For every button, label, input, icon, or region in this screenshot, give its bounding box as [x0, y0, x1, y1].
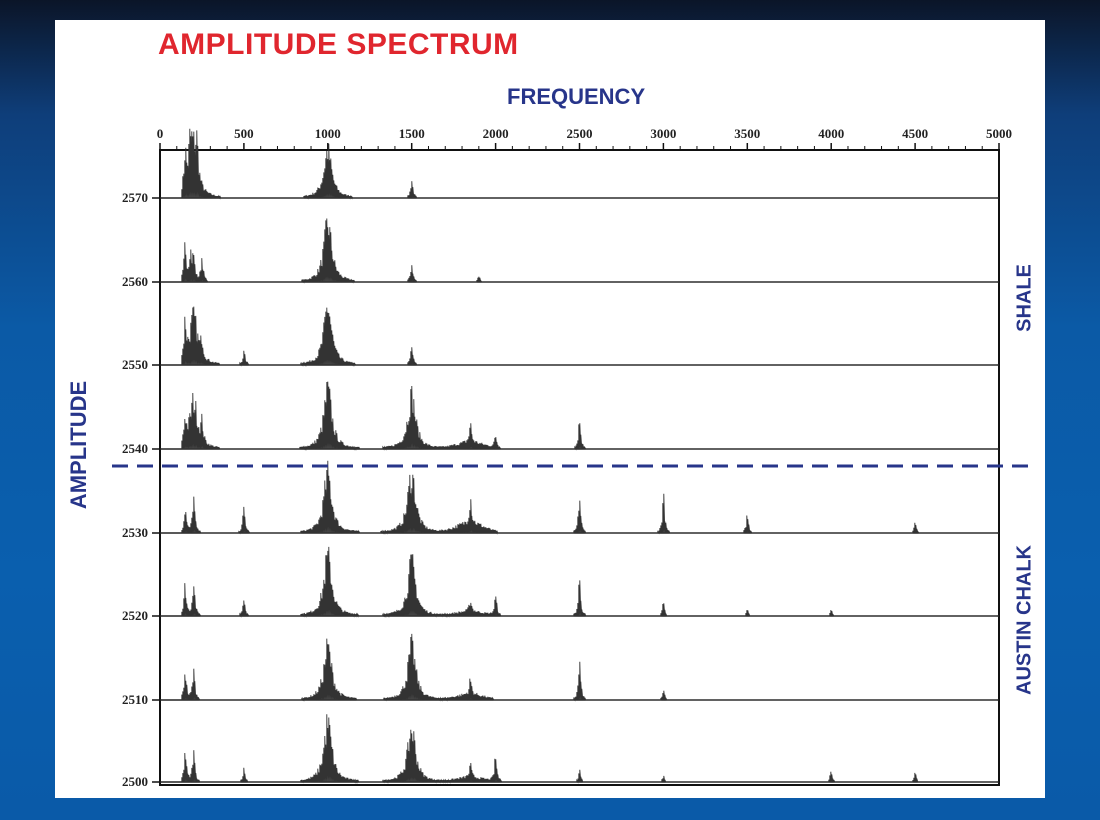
x-tick-label: 0: [157, 126, 164, 141]
depth-label: 2510: [122, 692, 148, 707]
x-tick-label: 2000: [483, 126, 509, 141]
x-tick-label: 2500: [567, 126, 593, 141]
x-tick-label: 3500: [734, 126, 760, 141]
spectrum-trace: [181, 218, 997, 284]
x-tick-label: 500: [234, 126, 254, 141]
x-tick-label: 1000: [315, 126, 341, 141]
depth-label: 2560: [122, 274, 148, 289]
chart-title: AMPLITUDE SPECTRUM: [158, 28, 519, 61]
x-tick-label: 4000: [818, 126, 844, 141]
x-tick-label: 4500: [902, 126, 928, 141]
depth-label: 2530: [122, 525, 148, 540]
x-tick-label: 5000: [986, 126, 1012, 141]
spectrum-trace: [181, 381, 997, 451]
spectrum-trace: [181, 633, 997, 702]
spectrum-trace: [181, 306, 997, 367]
spectrum-trace: [181, 128, 997, 200]
spectrum-trace: [181, 460, 997, 535]
depth-label: 2570: [122, 190, 148, 205]
x-axis-title: FREQUENCY: [507, 84, 646, 109]
depth-label: 2520: [122, 608, 148, 623]
x-tick-label: 3000: [650, 126, 676, 141]
x-tick-label: 1500: [399, 126, 425, 141]
depth-label: 2550: [122, 357, 148, 372]
spectrum-trace: [181, 546, 997, 618]
spectrum-trace: [181, 714, 997, 784]
depth-label: 2540: [122, 441, 148, 456]
depth-label: 2500: [122, 774, 148, 789]
